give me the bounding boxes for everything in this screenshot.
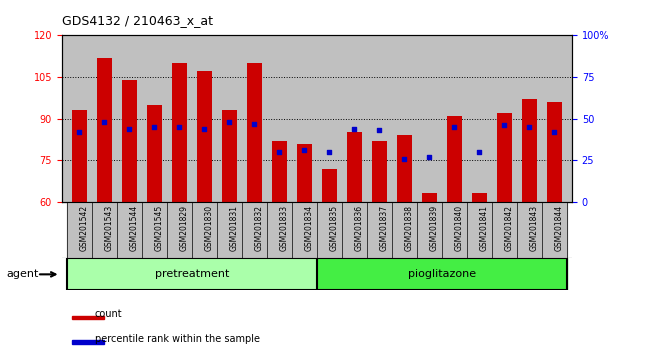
Text: pretreatment: pretreatment — [155, 269, 229, 279]
Bar — [347, 132, 362, 202]
Text: GSM201838: GSM201838 — [404, 205, 413, 251]
Text: GSM201842: GSM201842 — [504, 205, 514, 251]
Text: GSM201829: GSM201829 — [179, 205, 188, 251]
Point — [525, 124, 535, 130]
Text: agent: agent — [6, 269, 39, 279]
Bar — [72, 315, 105, 319]
Bar — [367, 202, 392, 258]
Point — [424, 154, 435, 160]
Bar — [422, 193, 437, 202]
Bar — [72, 110, 86, 202]
Bar — [447, 116, 462, 202]
Text: GSM201844: GSM201844 — [554, 205, 564, 251]
Text: GSM201542: GSM201542 — [79, 205, 88, 251]
Bar — [192, 202, 217, 258]
Bar — [222, 110, 237, 202]
Bar — [142, 202, 167, 258]
Text: GSM201545: GSM201545 — [154, 205, 163, 251]
Point — [124, 126, 135, 131]
Bar — [147, 105, 162, 202]
Bar — [242, 202, 267, 258]
Bar — [122, 80, 136, 202]
Bar — [322, 169, 337, 202]
Point — [274, 149, 285, 155]
Text: pioglitazone: pioglitazone — [408, 269, 476, 279]
Bar — [217, 202, 242, 258]
Text: GSM201543: GSM201543 — [104, 205, 113, 251]
Text: GSM201837: GSM201837 — [380, 205, 389, 251]
Bar — [392, 202, 417, 258]
Text: GSM201841: GSM201841 — [480, 205, 488, 251]
Point — [349, 126, 359, 131]
Bar — [267, 202, 292, 258]
Bar — [67, 202, 92, 258]
Bar — [292, 202, 317, 258]
Text: GSM201843: GSM201843 — [530, 205, 538, 251]
Bar — [442, 202, 467, 258]
Point — [499, 122, 510, 128]
Point — [74, 129, 85, 135]
Point — [324, 149, 335, 155]
Point — [474, 149, 485, 155]
Point — [549, 129, 560, 135]
Text: percentile rank within the sample: percentile rank within the sample — [95, 334, 260, 344]
Bar — [417, 202, 442, 258]
Bar — [497, 113, 512, 202]
Bar — [472, 193, 487, 202]
Text: GSM201830: GSM201830 — [204, 205, 213, 251]
Bar — [117, 202, 142, 258]
Text: count: count — [95, 309, 123, 319]
Text: GDS4132 / 210463_x_at: GDS4132 / 210463_x_at — [62, 14, 213, 27]
Text: GSM201835: GSM201835 — [330, 205, 339, 251]
Bar — [317, 258, 567, 290]
Text: GSM201836: GSM201836 — [354, 205, 363, 251]
Bar — [492, 202, 517, 258]
Point — [249, 121, 259, 126]
Bar — [167, 202, 192, 258]
Text: GSM201832: GSM201832 — [254, 205, 263, 251]
Point — [199, 126, 209, 131]
Text: GSM201840: GSM201840 — [454, 205, 463, 251]
Point — [449, 124, 460, 130]
Text: GSM201544: GSM201544 — [129, 205, 138, 251]
Bar — [342, 202, 367, 258]
Bar — [67, 258, 317, 290]
Point — [374, 127, 385, 133]
Point — [299, 147, 309, 153]
Point — [224, 119, 235, 125]
Bar — [547, 102, 562, 202]
Bar — [247, 63, 262, 202]
Bar — [397, 135, 412, 202]
Point — [99, 119, 109, 125]
Point — [149, 124, 159, 130]
Bar — [92, 202, 117, 258]
Text: GSM201833: GSM201833 — [280, 205, 289, 251]
Bar — [542, 202, 567, 258]
Bar — [317, 202, 342, 258]
Bar — [372, 141, 387, 202]
Point — [399, 156, 410, 161]
Text: GSM201839: GSM201839 — [430, 205, 439, 251]
Bar — [172, 63, 187, 202]
Text: GSM201831: GSM201831 — [229, 205, 239, 251]
Bar — [272, 141, 287, 202]
Bar — [72, 341, 105, 344]
Bar — [517, 202, 542, 258]
Bar — [467, 202, 492, 258]
Bar — [97, 58, 112, 202]
Bar — [197, 72, 212, 202]
Bar — [522, 99, 537, 202]
Text: GSM201834: GSM201834 — [304, 205, 313, 251]
Bar — [297, 144, 312, 202]
Point — [174, 124, 185, 130]
